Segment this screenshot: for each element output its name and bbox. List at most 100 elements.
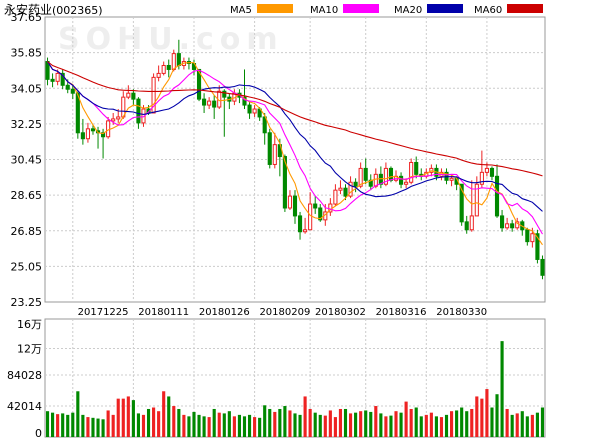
candle-body-up <box>469 215 474 231</box>
candle-body-up <box>505 223 510 229</box>
candle-body-down <box>202 98 207 106</box>
volume-bar <box>56 414 60 437</box>
volume-tick-label: 16万 <box>17 318 42 331</box>
price-tick-label: 34.05 <box>11 82 43 95</box>
volume-bar <box>66 414 70 437</box>
volume-bar <box>222 413 226 437</box>
candle-body-up <box>484 167 489 173</box>
volume-bar <box>126 396 130 437</box>
price-tick-label: 25.05 <box>11 260 43 273</box>
volume-bar <box>384 416 388 437</box>
candle-body-down <box>489 167 495 177</box>
volume-bar <box>283 406 287 437</box>
candle-body-up <box>55 72 60 82</box>
volume-bar <box>460 407 464 437</box>
candle-body-up <box>308 203 313 231</box>
watermark: SOHU.com <box>58 22 284 57</box>
volume-bar <box>263 405 267 437</box>
candle-body-down <box>500 215 505 229</box>
volume-bar <box>232 416 236 437</box>
candle-body-down <box>459 183 464 223</box>
price-tick-label: 35.85 <box>11 47 43 60</box>
candle-body-down <box>540 258 545 276</box>
legend-swatch-ma60 <box>507 4 543 13</box>
candle-body-down <box>464 221 469 231</box>
volume-bar <box>318 414 322 437</box>
legend-label-ma20: MA20 <box>394 5 422 16</box>
candle-body-down <box>343 187 348 197</box>
candle-body-down <box>166 64 171 70</box>
volume-bar <box>323 415 327 437</box>
volume-bar <box>172 406 176 437</box>
volume-bar <box>237 414 242 437</box>
candle-body-up <box>358 167 363 187</box>
ma20-line <box>47 61 543 212</box>
candle-body-down <box>60 72 65 86</box>
volume-bar <box>429 412 433 437</box>
candle-body-up <box>161 64 166 74</box>
volume-bar <box>485 389 489 437</box>
candle-body-up <box>474 183 479 217</box>
volume-bar <box>490 407 494 437</box>
stock-code: (002365) <box>52 4 103 17</box>
candle-body-down <box>242 96 247 106</box>
candle-body-down <box>90 128 96 132</box>
ma60-line <box>47 61 543 177</box>
volume-bar <box>51 412 55 437</box>
volume-bar <box>167 396 171 437</box>
volume-bar <box>61 413 65 437</box>
candle-body-up <box>348 181 353 197</box>
candle-body-down <box>222 90 227 98</box>
candle-body-down <box>176 53 181 66</box>
price-tick-label: 30.45 <box>11 154 43 167</box>
volume-bar <box>475 396 479 437</box>
volume-bar <box>404 401 408 437</box>
volume-bar <box>535 412 539 437</box>
volume-bar <box>187 416 191 437</box>
volume-bar <box>253 417 257 437</box>
candle-body-down <box>313 203 318 209</box>
volume-bar <box>106 410 110 437</box>
volume-bar <box>152 407 156 437</box>
candle-body-down <box>292 195 298 217</box>
candle-body-down <box>282 156 287 209</box>
volume-bar <box>157 411 161 437</box>
candle-body-up <box>373 173 378 187</box>
volume-bar <box>354 412 358 437</box>
volume-tick-label: 42014 <box>7 400 42 413</box>
volume-bar <box>273 411 277 437</box>
candle-body-down <box>297 215 303 233</box>
candle-body-up <box>409 161 414 183</box>
candle-body-up <box>156 72 161 78</box>
volume-bar <box>202 416 206 437</box>
candle-body-down <box>267 132 272 165</box>
volume-bar <box>343 408 348 437</box>
date-label: 20180302 <box>315 307 366 318</box>
volume-bar <box>111 414 115 437</box>
candle-body-down <box>80 132 85 140</box>
legend-swatch-ma20 <box>427 4 463 13</box>
volume-bar <box>91 417 95 437</box>
price-tick-label: 26.85 <box>11 225 43 238</box>
volume-bar <box>192 411 196 437</box>
volume-bar <box>500 341 504 437</box>
volume-tick-label: 84028 <box>7 369 42 382</box>
candle-body-down <box>136 98 141 124</box>
candle-body-up <box>333 189 338 205</box>
volume-bar <box>227 411 231 437</box>
volume-bar <box>465 411 469 437</box>
candle-body-down <box>353 181 358 187</box>
volume-bar <box>116 398 120 437</box>
volume-bar <box>348 413 353 437</box>
volume-bar <box>439 417 444 437</box>
volume-bar <box>313 412 317 437</box>
candle-body-down <box>414 161 419 175</box>
volume-bar <box>121 398 125 437</box>
volume-bar <box>525 416 529 437</box>
candle-body-up <box>151 76 156 114</box>
volume-bar <box>71 412 75 437</box>
candle-body-down <box>318 207 323 221</box>
volume-bar <box>424 414 428 437</box>
volume-bar <box>86 417 90 437</box>
candle-body-up <box>116 116 121 120</box>
